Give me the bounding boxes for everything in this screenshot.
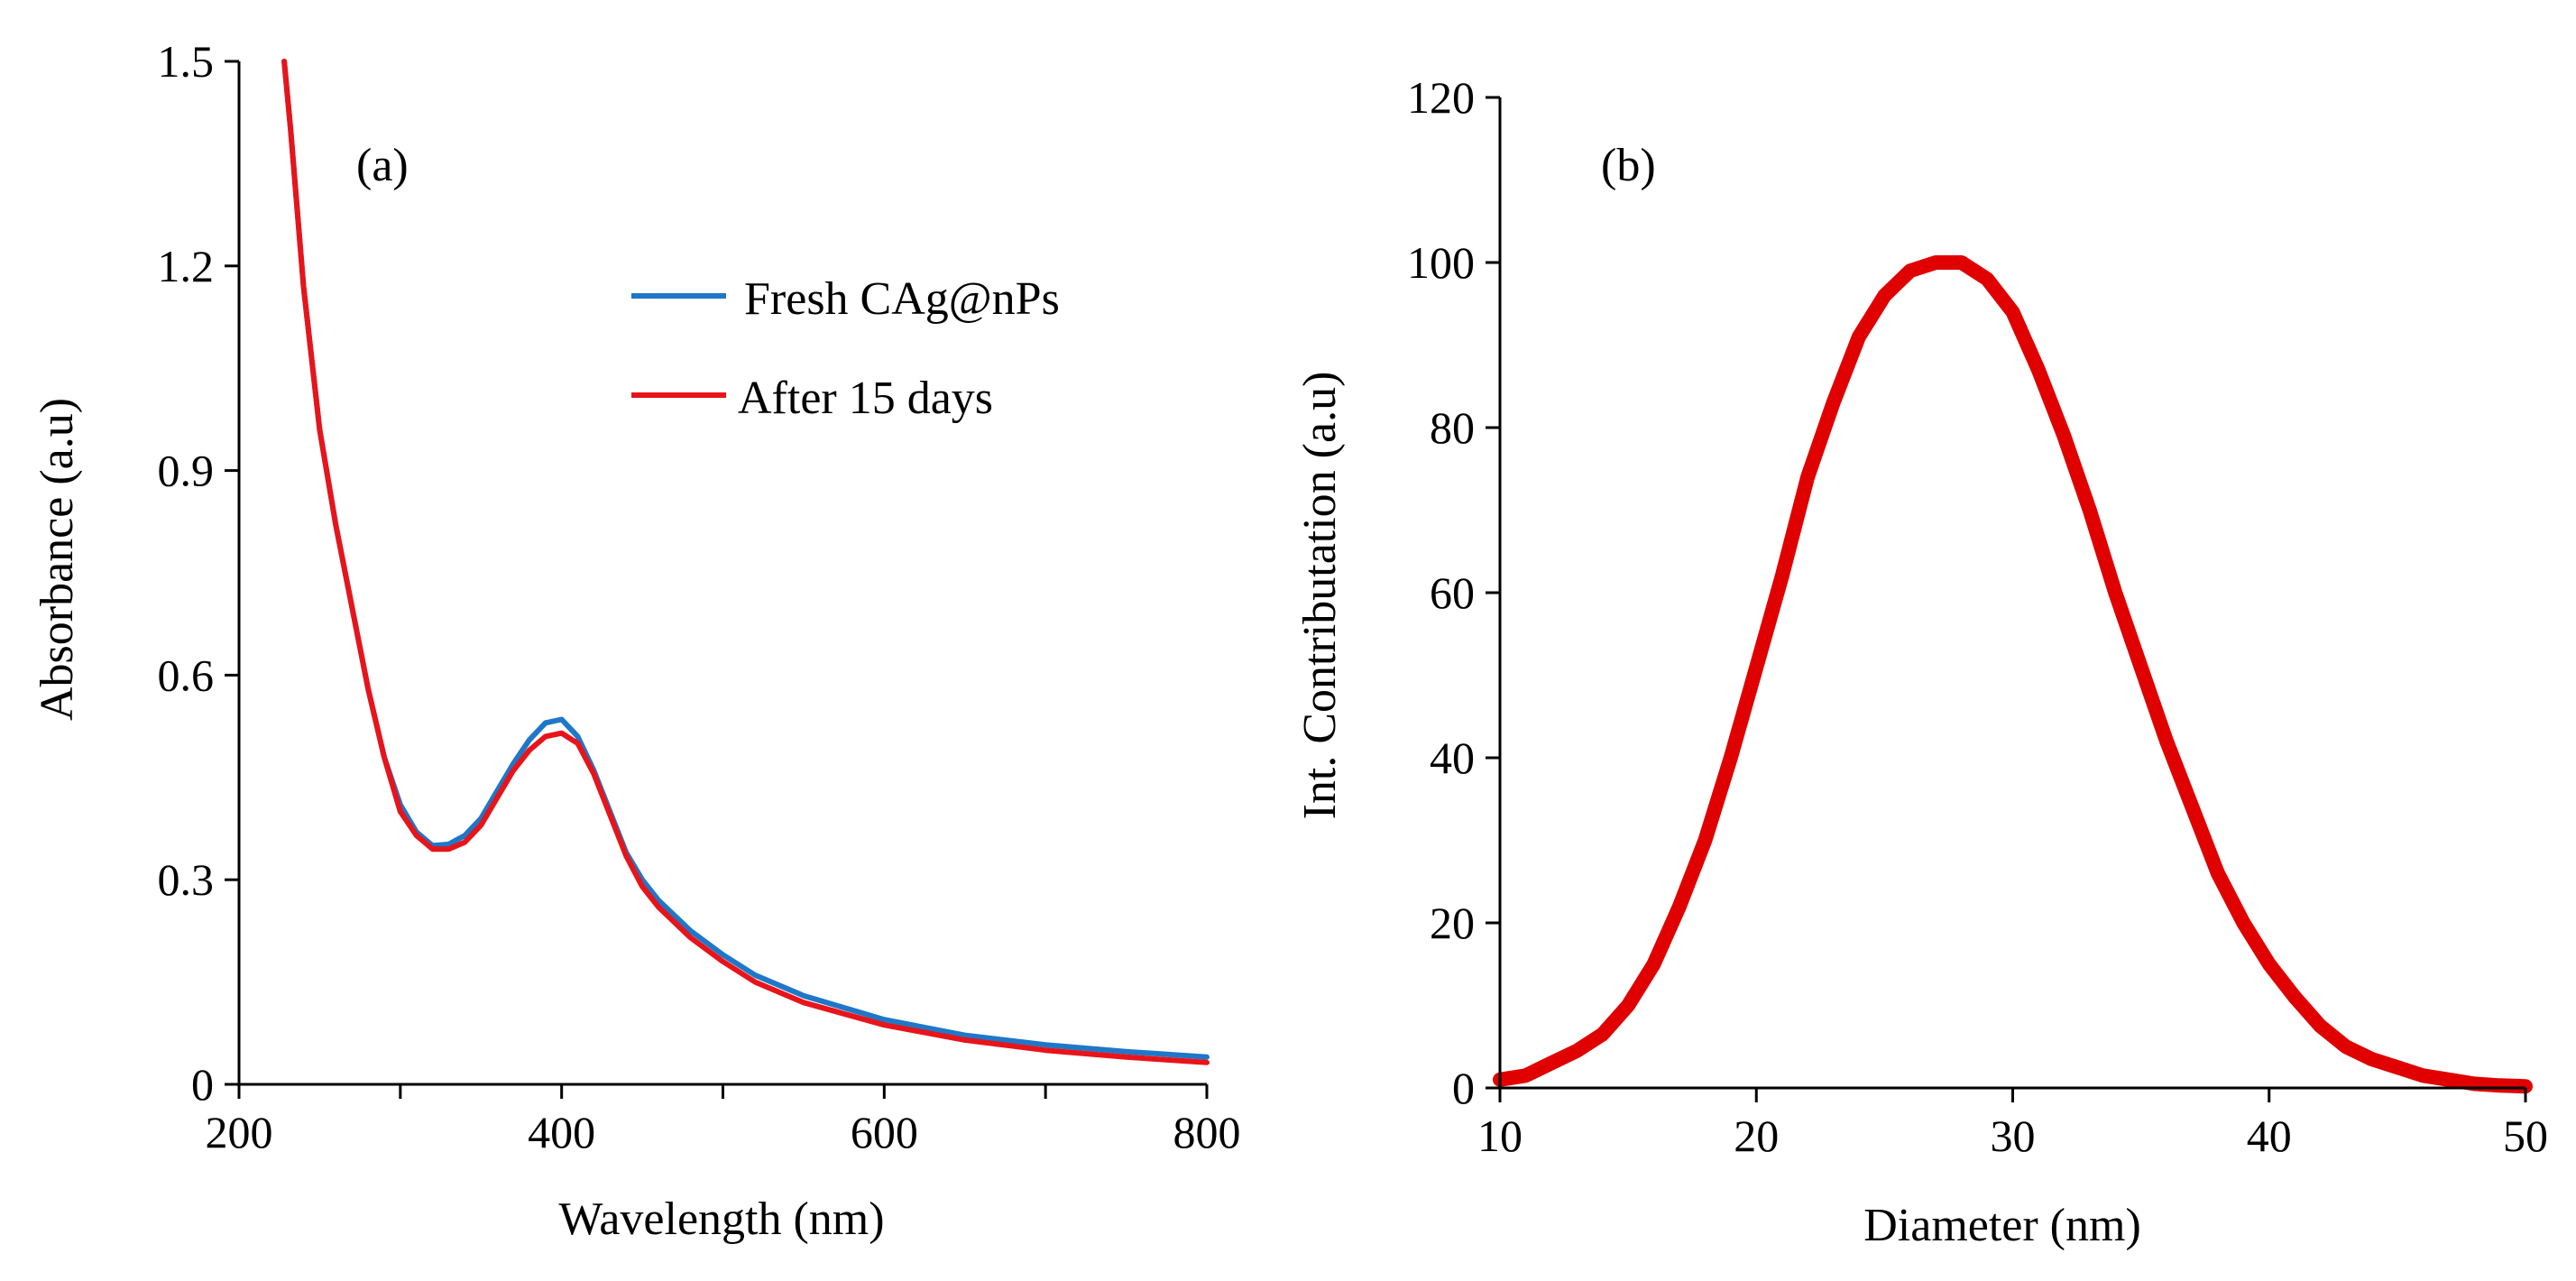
dls-x-tick-label: 20 [1734, 1111, 1779, 1161]
absorbance-y-tick-label: 0.3 [158, 854, 215, 905]
dls-y-tick-label: 100 [1407, 237, 1475, 288]
absorbance-y-tick-label: 0.9 [158, 446, 215, 496]
absorbance-series-line-0 [281, 59, 1210, 1060]
absorbance-chart: 0 0.3 0.6 0.9 1.2 1.5 200 400 600 800 (a) Wavelen… [32, 36, 1241, 1245]
absorbance-y-axis-title: Absorbance (a.u) [32, 398, 83, 721]
absorbance-lines [281, 59, 1210, 1065]
dls-y-tick-label: 80 [1430, 402, 1475, 453]
dls-y-tick-label: 120 [1407, 72, 1475, 123]
absorbance-y-tick-label: 1.2 [158, 241, 215, 291]
panel-label-a: (a) [356, 140, 409, 191]
dls-y-tick-label: 40 [1430, 733, 1475, 783]
absorbance-x-tick-label: 600 [851, 1107, 918, 1157]
dls-y-tick-label: 60 [1430, 567, 1475, 618]
legend-label-after: After 15 days [738, 373, 993, 424]
dls-chart: 0 20 40 60 80 100 120 10 20 30 40 50 (b) Diameter (… [1294, 72, 2548, 1251]
panel-label-b: (b) [1601, 140, 1656, 191]
dls-x-tick-label: 10 [1477, 1111, 1523, 1161]
dls-x-tick-label: 30 [1991, 1111, 2036, 1161]
dls-y-axis-title: Int. Contributation (a.u) [1294, 372, 1346, 820]
absorbance-x-tick-label: 800 [1173, 1107, 1241, 1157]
dls-series-line-0 [1493, 255, 2533, 1094]
absorbance-x-tick-label: 200 [206, 1107, 273, 1157]
absorbance-y-tick-label: 1.5 [158, 36, 215, 87]
absorbance-legend: Fresh CAg@nPs After 15 days [631, 273, 1060, 424]
dls-lines [1493, 255, 2533, 1094]
dls-y-tick-label: 20 [1430, 898, 1475, 948]
absorbance-x-axis-title: Wavelength (nm) [558, 1193, 884, 1245]
dls-x-axis-title: Diameter (nm) [1863, 1200, 2141, 1251]
dls-x-tick-label: 40 [2247, 1111, 2292, 1161]
absorbance-y-tick-label: 0 [191, 1059, 214, 1110]
absorbance-x-tick-label: 400 [528, 1107, 595, 1157]
dls-axes: 0 20 40 60 80 100 120 10 20 30 40 50 [1407, 72, 2548, 1161]
dls-x-tick-label: 50 [2503, 1111, 2548, 1161]
absorbance-series-line-1 [281, 59, 1210, 1065]
absorbance-axes: 0 0.3 0.6 0.9 1.2 1.5 200 400 600 800 [158, 36, 1241, 1157]
dls-y-tick-label: 0 [1452, 1063, 1475, 1113]
absorbance-y-tick-label: 0.6 [158, 650, 215, 700]
legend-label-fresh: Fresh CAg@nPs [744, 273, 1060, 325]
